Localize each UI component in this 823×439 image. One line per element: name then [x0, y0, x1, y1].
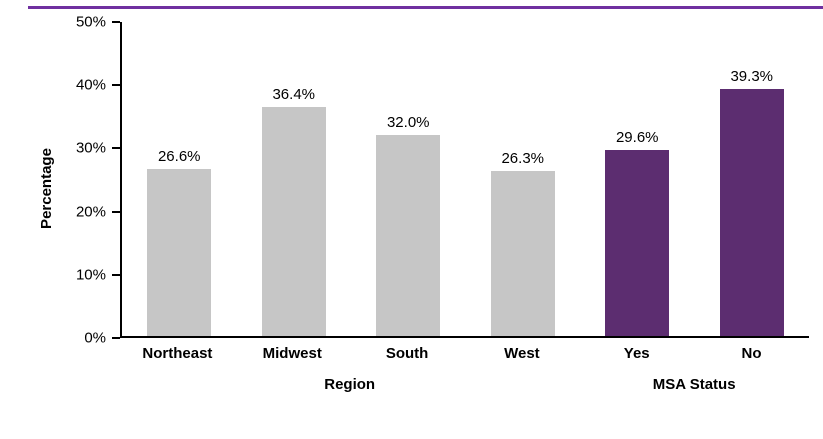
y-tick-label: 40%	[75, 76, 106, 94]
bar-chart: Percentage 50% 40% 30% 20% 10% 0% 26.6% 36.4% 3…	[34, 14, 809, 393]
bar-value-label: 32.0%	[386, 114, 430, 132]
y-axis-title: Percentage	[37, 148, 55, 229]
bar-slot: 36.4%	[237, 22, 352, 336]
bar-slot: 39.3%	[695, 22, 810, 336]
bar-slot: 32.0%	[351, 22, 466, 336]
x-axis-category-label: Northeast	[142, 345, 213, 362]
plot-area: 26.6% 36.4% 32.0% 26.3% 29.6% 39.3%	[120, 22, 809, 338]
bar	[376, 135, 441, 336]
x-axis-category-label: West	[504, 345, 540, 362]
axis-group-label: Region	[324, 376, 376, 393]
bar-slot: 29.6%	[580, 22, 695, 336]
axis-group-labels: Region MSA Status	[120, 376, 809, 393]
x-axis-category-label: Yes	[623, 345, 650, 362]
y-tick-mark	[112, 210, 120, 213]
bar	[490, 170, 555, 336]
bar	[605, 150, 670, 336]
y-tick-mark	[112, 21, 120, 23]
bar-value-label: 26.6%	[157, 147, 201, 165]
bar	[719, 89, 784, 336]
bar	[261, 107, 326, 336]
bar-value-label: 29.6%	[615, 129, 659, 147]
y-tick-mark	[112, 337, 120, 339]
bar-value-label: 36.4%	[272, 86, 316, 104]
bar	[147, 168, 212, 336]
x-axis-labels: Northeast Midwest South West Yes No	[120, 345, 809, 362]
y-tick-mark	[112, 273, 120, 276]
x-axis-category-label: No	[741, 345, 762, 362]
bar-value-label: 26.3%	[501, 149, 545, 167]
y-tick-label: 50%	[75, 13, 106, 31]
axis-group-label: MSA Status	[652, 376, 736, 393]
bar-value-label: 39.3%	[730, 68, 774, 86]
plot-wrap: 50% 40% 30% 20% 10% 0% 26.6% 36.4% 32.0% 26.3% 29…	[58, 14, 809, 347]
y-tick-mark	[112, 147, 120, 150]
y-tick-label: 20%	[75, 203, 106, 221]
y-tick-mark	[112, 84, 120, 87]
y-tick-label: 10%	[75, 266, 106, 284]
y-axis: 50% 40% 30% 20% 10% 0%	[58, 14, 120, 347]
bar-slot: 26.6%	[122, 22, 237, 336]
bar-slot: 26.3%	[466, 22, 581, 336]
header-accent-rule	[28, 6, 823, 9]
y-tick-label: 0%	[84, 329, 106, 347]
x-axis-category-label: South	[385, 345, 429, 362]
y-tick-label: 30%	[75, 139, 106, 157]
x-axis-category-label: Midwest	[262, 345, 322, 362]
